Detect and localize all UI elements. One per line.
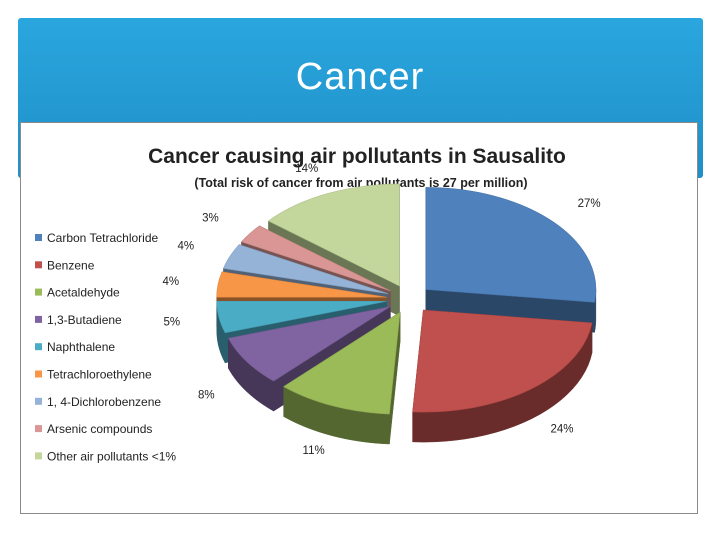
value-label-1-4-dichlorobenzene: 4% [177, 241, 194, 253]
legend-swatch-benzene [35, 261, 42, 269]
value-label-arsenic-compounds: 3% [202, 213, 219, 225]
value-label-carbon-tetrachloride: 27% [578, 198, 601, 210]
legend-swatch-other-air-pollutants-1 [35, 452, 42, 460]
legend-label-other-air-pollutants-1: Other air pollutants <1% [47, 449, 176, 463]
pie-value-labels: 27% 24% 11% 8% 5% 4% 4% 3% 14% [162, 163, 600, 457]
legend-swatch-arsenic-compounds [35, 425, 42, 433]
pie-slice-acetaldehyde [283, 311, 401, 445]
slide-title: Cancer [295, 56, 425, 98]
value-label-naphthalene: 5% [164, 317, 181, 329]
legend-label-naphthalene: Naphthalene [47, 340, 115, 354]
legend-swatch-1-4-dichlorobenzene [35, 397, 42, 405]
chart-subtitle: (Total risk of cancer from air pollutant… [194, 176, 527, 190]
legend-label-1-4-dichlorobenzene: 1, 4-Dichlorobenzene [47, 395, 161, 409]
pie-chart: Cancer causing air pollutants in Sausali… [35, 145, 601, 463]
chart-title: Cancer causing air pollutants in Sausali… [148, 145, 566, 168]
pie-slice-carbon-tetrachloride [425, 187, 597, 333]
pie-slices [216, 183, 597, 445]
legend-swatch-1-3-butadiene [35, 315, 42, 323]
legend-swatch-acetaldehyde [35, 288, 42, 296]
legend-label-acetaldehyde: Acetaldehyde [47, 286, 120, 300]
legend-swatch-tetrachloroethylene [35, 370, 42, 378]
value-label-other-air-pollutants-1: 14% [295, 163, 318, 175]
chart-frame: Cancer causing air pollutants in Sausali… [20, 122, 698, 514]
value-label-acetaldehyde: 11% [303, 445, 325, 457]
value-label-tetrachloroethylene: 4% [162, 276, 179, 288]
pie-slice-benzene [412, 309, 593, 443]
legend-swatch-naphthalene [35, 343, 42, 351]
legend-swatch-carbon-tetrachloride [35, 234, 42, 241]
legend-label-benzene: Benzene [47, 258, 95, 272]
legend-label-carbon-tetrachloride: Carbon Tetrachloride [47, 231, 159, 245]
legend-label-1-3-butadiene: 1,3-Butadiene [47, 313, 122, 327]
value-label-benzene: 24% [551, 424, 574, 436]
legend-label-arsenic-compounds: Arsenic compounds [47, 422, 152, 436]
chart-legend: Carbon Tetrachloride Benzene Acetaldehyde 1… [35, 231, 176, 463]
value-label-1-3-butadiene: 8% [198, 390, 215, 402]
legend-label-tetrachloroethylene: Tetrachloroethylene [47, 368, 152, 382]
